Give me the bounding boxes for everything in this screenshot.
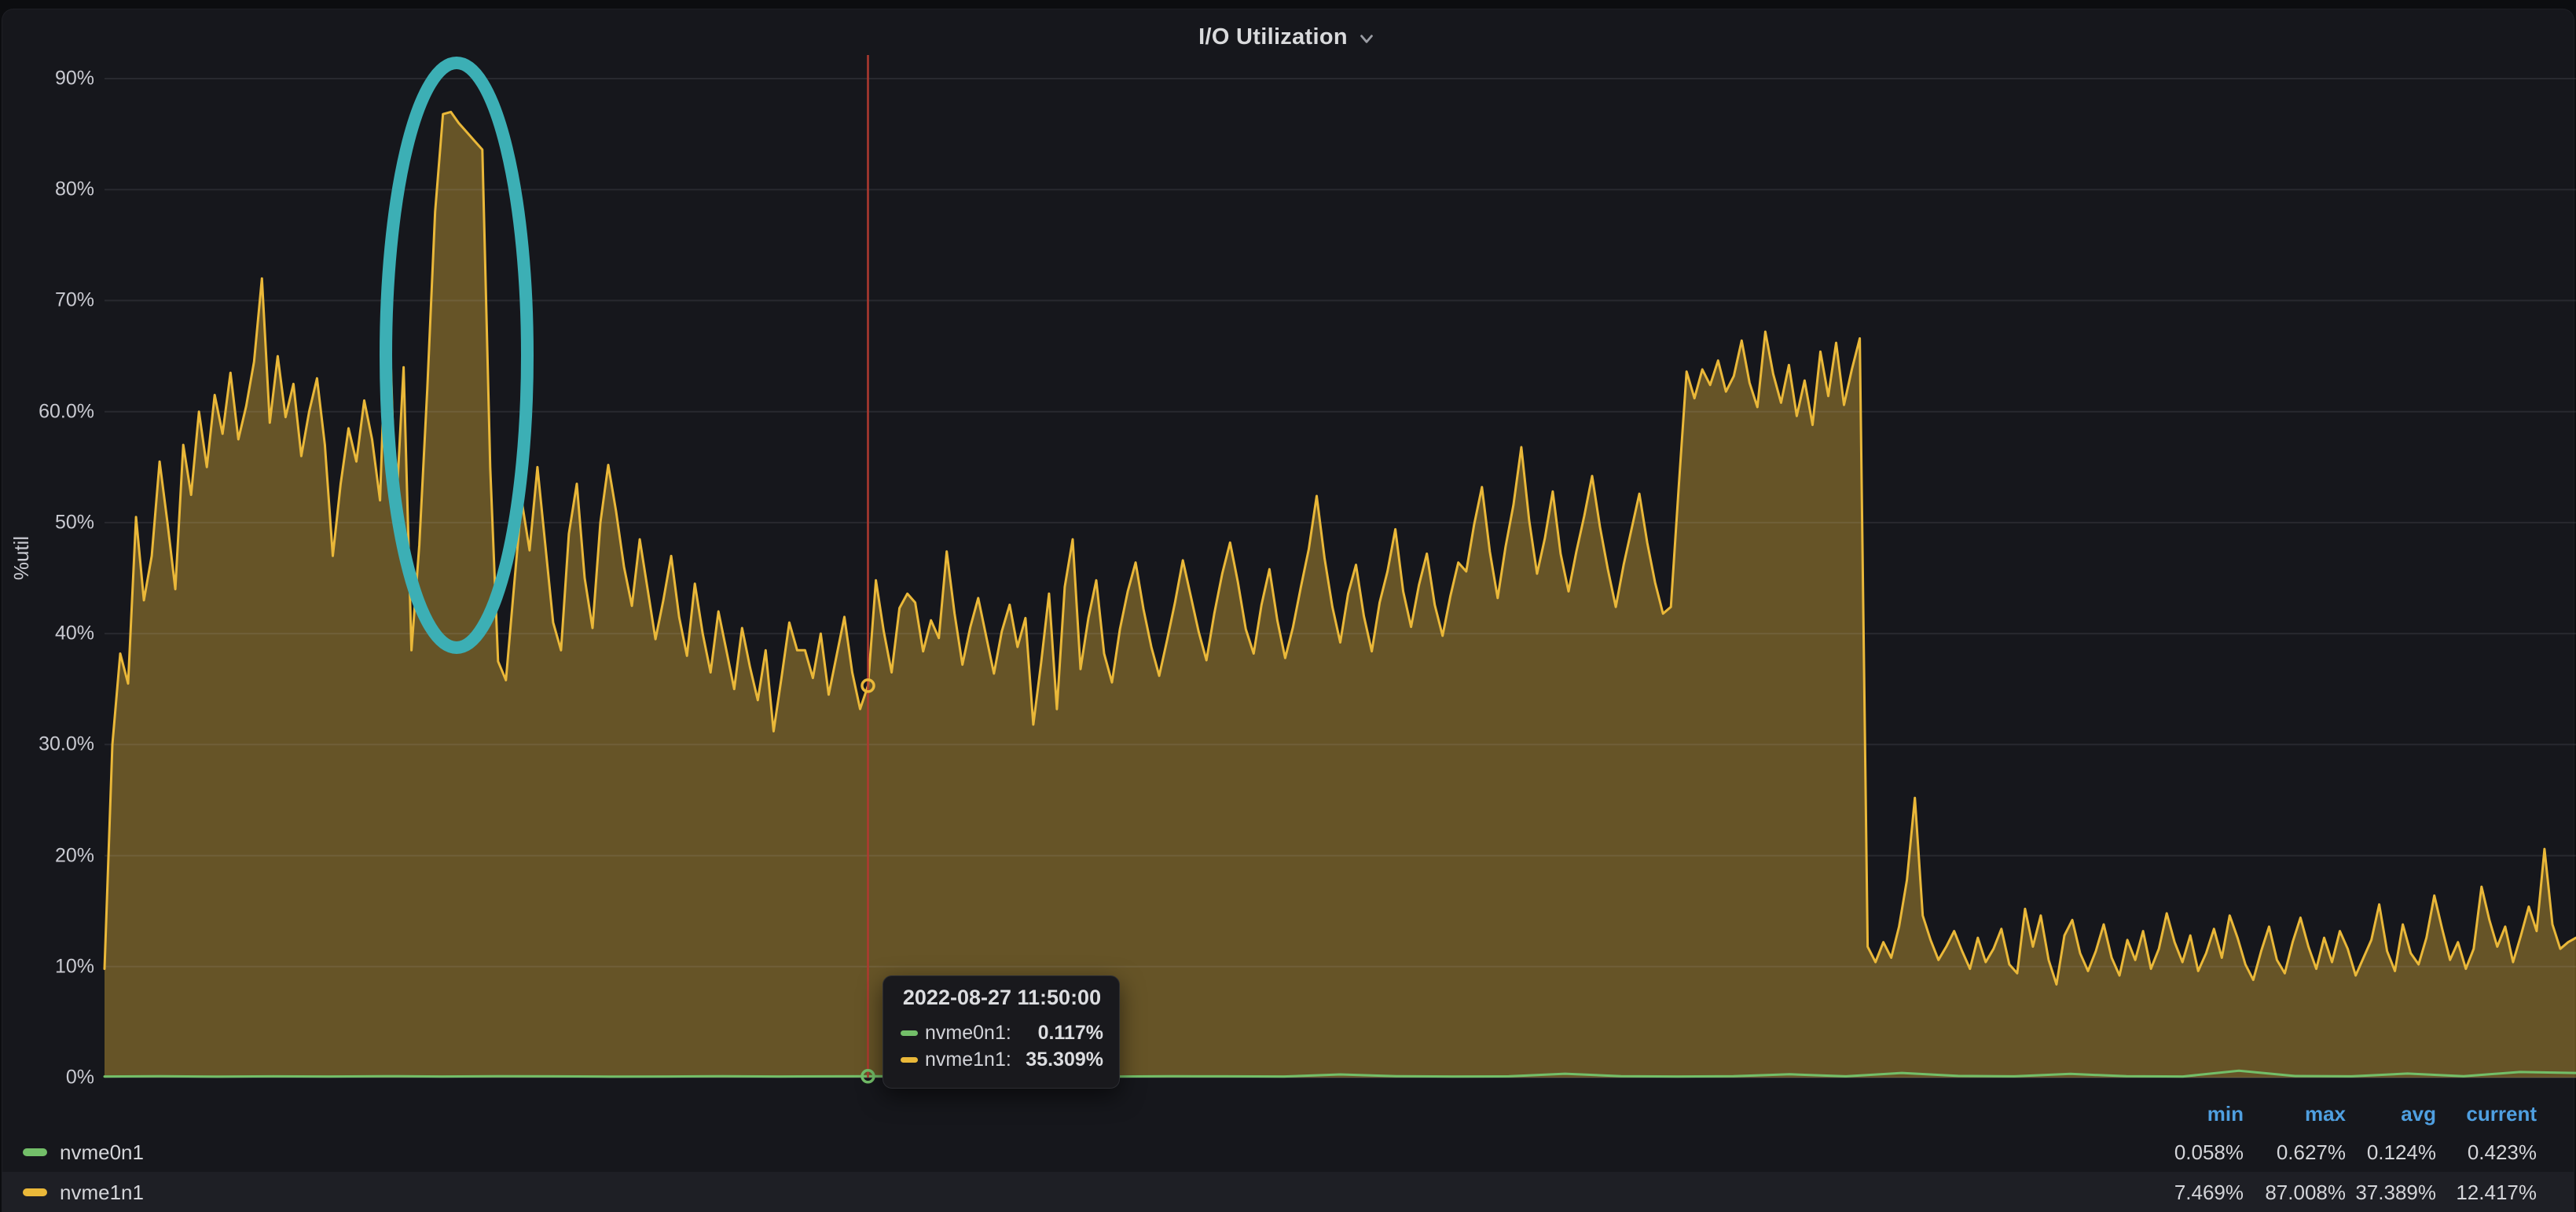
y-tick-50: 50% bbox=[54, 511, 94, 534]
tooltip-series-label: nvme0n1: bbox=[925, 1021, 1011, 1044]
stat-header-avg[interactable]: avg bbox=[2401, 1101, 2436, 1126]
series-dash-icon bbox=[901, 1056, 918, 1063]
timeseries-plot-area[interactable] bbox=[103, 47, 2576, 1084]
y-tick-60: 60.0% bbox=[39, 400, 94, 423]
tooltip-row-nvme1n1: nvme1n1: 35.309% bbox=[901, 1046, 1103, 1073]
legend-row-stats: 0.058% 0.627% 0.124% 0.423% bbox=[2134, 1140, 2537, 1165]
panel-header[interactable]: I/O Utilization bbox=[0, 19, 2576, 55]
stat-avg: 0.124% bbox=[2366, 1140, 2436, 1164]
stat-current: 12.417% bbox=[2456, 1180, 2537, 1204]
legend-series-label[interactable]: nvme1n1 bbox=[60, 1180, 144, 1204]
stat-header-max[interactable]: max bbox=[2304, 1101, 2346, 1126]
y-tick-90: 90% bbox=[54, 67, 94, 90]
stat-min: 7.469% bbox=[2174, 1180, 2244, 1204]
series-swatch-icon[interactable] bbox=[23, 1188, 47, 1196]
stat-header-current[interactable]: current bbox=[2466, 1101, 2537, 1126]
legend-row-nvme1n1[interactable]: nvme1n1 7.469% 87.008% 37.389% 12.417% bbox=[2, 1172, 2574, 1212]
hover-tooltip: 2022-08-27 11:50:00 nvme0n1: 0.117% nvme… bbox=[883, 975, 1120, 1089]
tooltip-row-nvme0n1: nvme0n1: 0.117% bbox=[901, 1019, 1103, 1046]
legend-row-stats: 7.469% 87.008% 37.389% 12.417% bbox=[2134, 1181, 2537, 1205]
tooltip-series-label: nvme1n1: bbox=[925, 1048, 1011, 1071]
y-tick-70: 70% bbox=[54, 288, 94, 311]
y-tick-0: 0% bbox=[65, 1066, 94, 1089]
y-tick-10: 10% bbox=[54, 955, 94, 978]
series-swatch-icon[interactable] bbox=[23, 1148, 47, 1156]
legend-stats-header: min max avg current bbox=[2134, 1096, 2537, 1131]
legend-row-nvme0n1[interactable]: nvme0n1 0.058% 0.627% 0.124% 0.423% bbox=[2, 1132, 2574, 1173]
stat-header-min[interactable]: min bbox=[2207, 1101, 2244, 1126]
stat-max: 0.627% bbox=[2276, 1140, 2346, 1164]
stat-current: 0.423% bbox=[2467, 1140, 2537, 1164]
stat-min: 0.058% bbox=[2174, 1140, 2244, 1164]
y-tick-30: 30.0% bbox=[39, 733, 94, 755]
y-tick-80: 80% bbox=[54, 178, 94, 200]
stat-max: 87.008% bbox=[2265, 1180, 2346, 1204]
y-axis-title: %util bbox=[9, 535, 33, 581]
chevron-down-icon[interactable] bbox=[1356, 28, 1378, 50]
tooltip-series-value: 0.117% bbox=[1037, 1021, 1103, 1044]
y-tick-20: 20% bbox=[54, 844, 94, 867]
legend-series-label[interactable]: nvme0n1 bbox=[60, 1140, 144, 1164]
y-tick-40: 40% bbox=[54, 622, 94, 645]
stat-avg: 37.389% bbox=[2355, 1180, 2436, 1204]
tooltip-timestamp: 2022-08-27 11:50:00 bbox=[902, 986, 1102, 1009]
tooltip-series-value: 35.309% bbox=[1026, 1048, 1103, 1071]
series-dash-icon bbox=[901, 1030, 918, 1036]
panel-title[interactable]: I/O Utilization bbox=[1198, 24, 1348, 50]
